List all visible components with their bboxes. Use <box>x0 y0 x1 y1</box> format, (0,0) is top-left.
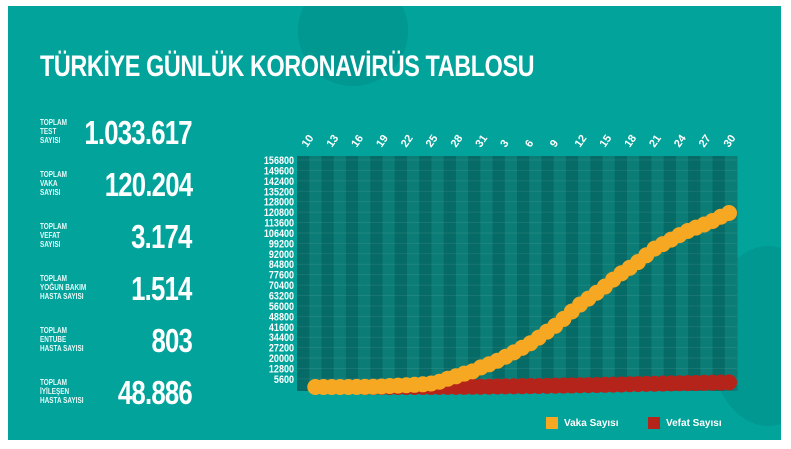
cases-chart: 1568001496001424001352001280001208001136… <box>264 132 739 395</box>
stat-label: TOPLAM ENTUBE HASTA SAYISI <box>40 326 84 353</box>
legend-vefat: Vefat Sayısı <box>648 417 722 429</box>
grid-stripe <box>370 156 384 391</box>
y-tick-label: 48800 <box>269 312 294 324</box>
stat-label: TOPLAM TEST SAYISI <box>40 118 67 145</box>
grid-stripe <box>504 156 518 391</box>
grid-stripe <box>382 156 396 391</box>
x-tick-label: 18 <box>622 133 639 150</box>
y-tick-label: 120800 <box>264 207 294 219</box>
y-tick-label: 41600 <box>269 322 294 334</box>
x-tick-label: 10 <box>300 133 317 150</box>
x-tick-label: 16 <box>349 133 366 150</box>
stat-yogun-bakim: TOPLAM YOĞUN BAKIM HASTA SAYISI 1.514 <box>40 270 193 314</box>
stat-value: 48.886 <box>117 374 193 411</box>
x-tick-label: 12 <box>573 133 590 150</box>
y-tick-label: 34400 <box>269 332 294 344</box>
legend-swatch <box>546 417 558 429</box>
stat-label: TOPLAM VAKA SAYISI <box>40 170 67 197</box>
stat-entube: TOPLAM ENTUBE HASTA SAYISI 803 <box>40 322 193 366</box>
grid-stripe <box>321 156 335 391</box>
stat-value: 120.204 <box>104 166 192 203</box>
y-tick-label: 99200 <box>269 239 294 251</box>
x-tick-label: 31 <box>473 133 490 150</box>
y-tick-label: 12800 <box>269 364 294 376</box>
x-tick-label: 25 <box>424 133 441 150</box>
y-tick-label: 84800 <box>269 259 294 271</box>
stat-value: 803 <box>151 322 192 359</box>
vaka-point <box>721 204 737 221</box>
stat-value: 1.514 <box>131 270 192 307</box>
x-tick-label: 9 <box>548 138 561 150</box>
grid-stripe <box>578 156 591 391</box>
y-tick-label: 113600 <box>264 218 294 230</box>
grid-stripe <box>480 156 494 391</box>
x-tick-label: 19 <box>374 133 391 150</box>
x-tick-label: 24 <box>672 132 689 150</box>
y-tick-label: 135200 <box>264 187 294 199</box>
grid-stripe <box>675 156 689 391</box>
grid-stripe <box>358 156 371 391</box>
stat-test: TOPLAM TEST SAYISI 1.033.617 <box>40 114 193 158</box>
stat-value: 1.033.617 <box>84 114 193 151</box>
legend-label: Vaka Sayısı <box>564 417 619 429</box>
x-tick-label: 21 <box>647 133 664 150</box>
dashboard-panel: TÜRKİYE GÜNLÜK KORONAVİRÜS TABLOSU TOPLA… <box>8 6 781 440</box>
y-tick-label: 27200 <box>269 343 294 355</box>
grid-stripe <box>394 156 408 391</box>
grid-stripe <box>688 156 701 391</box>
x-tick-label: 3 <box>498 138 511 150</box>
x-tick-label: 13 <box>324 133 341 150</box>
y-tick-label: 106400 <box>264 228 294 240</box>
y-tick-label: 5600 <box>274 374 294 386</box>
legend-label: Vefat Sayısı <box>666 417 722 429</box>
legend-vaka: Vaka Sayısı <box>546 417 619 429</box>
grid-stripe <box>431 156 445 391</box>
y-tick-label: 77600 <box>269 270 294 282</box>
y-tick-label: 63200 <box>269 291 294 303</box>
y-tick-label: 142400 <box>264 176 294 188</box>
grid-stripe <box>565 156 579 391</box>
grid-stripe <box>455 156 469 391</box>
stat-label: TOPLAM VEFAT SAYISI <box>40 222 67 249</box>
grid-stripe <box>468 156 481 391</box>
stat-vefat: TOPLAM VEFAT SAYISI 3.174 <box>40 218 193 262</box>
grid-stripe <box>492 156 506 391</box>
stat-vaka: TOPLAM VAKA SAYISI 120.204 <box>40 166 193 210</box>
y-tick-label: 56000 <box>269 301 294 313</box>
x-tick-label: 6 <box>523 138 536 150</box>
y-tick-label: 92000 <box>269 249 294 261</box>
grid-stripe <box>419 156 432 391</box>
y-tick-label: 20000 <box>269 353 294 365</box>
stat-label: TOPLAM İYİLEŞEN HASTA SAYISI <box>40 378 84 405</box>
legend-swatch <box>648 417 660 429</box>
y-tick-label: 149600 <box>264 166 294 178</box>
stat-value: 3.174 <box>131 218 192 255</box>
grid-stripe <box>590 156 604 391</box>
y-tick-label: 156800 <box>264 155 294 167</box>
grid-stripe <box>639 156 652 391</box>
grid-stripe <box>297 156 310 391</box>
grid-stripe <box>517 156 530 391</box>
grid-stripe <box>443 156 457 391</box>
page-title: TÜRKİYE GÜNLÜK KORONAVİRÜS TABLOSU <box>40 50 535 83</box>
grid-stripe <box>663 156 677 391</box>
grid-stripe <box>333 156 347 391</box>
vefat-point <box>721 374 737 391</box>
grid-stripe <box>309 156 322 391</box>
x-tick-label: 30 <box>722 133 739 150</box>
x-tick-label: 28 <box>449 133 466 150</box>
x-tick-label: 15 <box>598 133 615 150</box>
grid-stripe <box>345 156 359 391</box>
y-tick-label: 128000 <box>264 197 294 209</box>
stat-label: TOPLAM YOĞUN BAKIM HASTA SAYISI <box>40 274 87 301</box>
y-tick-label: 70400 <box>269 280 294 292</box>
x-tick-label: 22 <box>399 133 416 150</box>
grid-stripe <box>651 156 665 391</box>
grid-stripe <box>407 156 420 391</box>
stat-iyilesen: TOPLAM İYİLEŞEN HASTA SAYISI 48.886 <box>40 374 193 418</box>
x-tick-label: 27 <box>697 133 714 150</box>
